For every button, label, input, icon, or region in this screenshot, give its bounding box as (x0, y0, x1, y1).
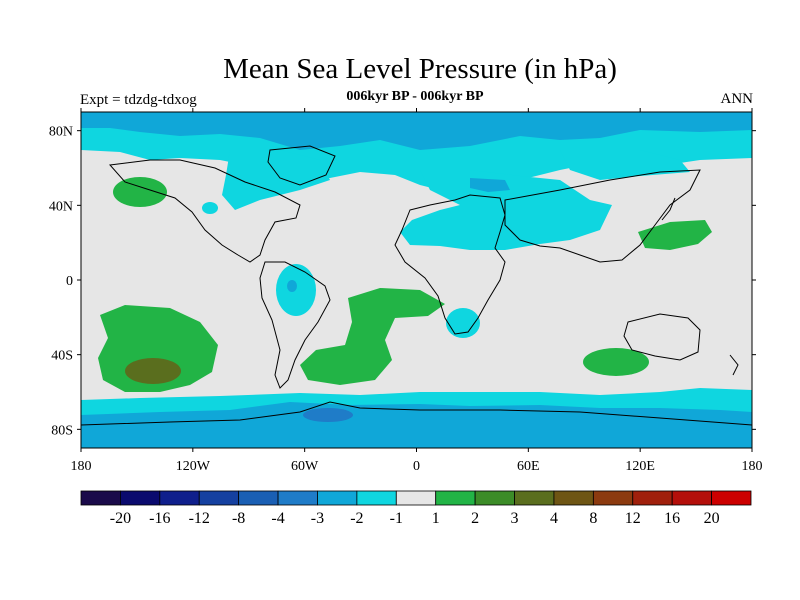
lon-tick-label: 180 (742, 459, 763, 474)
scandinavia-deeper-patch (470, 178, 510, 192)
lon-tick-label: 180 (71, 459, 92, 474)
lat-tick-label: 80S (51, 423, 73, 438)
south-america-coast (259, 261, 331, 389)
colorbar-label: 3 (511, 510, 519, 527)
colorbar-swatch (632, 490, 673, 506)
north-america-coast (108, 159, 301, 263)
southern-ocean-deeper-band (81, 402, 752, 448)
latitude-axis: 80N 40N 0 40S 80S (49, 125, 756, 438)
antarctic-strong-negative (303, 408, 353, 422)
colorbar-label: 2 (471, 510, 479, 527)
colorbar-label: -12 (189, 510, 210, 527)
japan-coast (661, 197, 676, 221)
greenland-negative-region (222, 150, 330, 210)
colorbar-label: -1 (390, 510, 403, 527)
lat-tick-label: 0 (66, 274, 73, 289)
colorbar-label: -2 (350, 510, 363, 527)
south-pacific-strong-positive (125, 358, 181, 384)
coastlines (81, 145, 752, 426)
colorbar-swatch (553, 490, 594, 506)
lon-tick-label: 60E (517, 459, 540, 474)
plot-subtitle: 006kyr BP - 006kyr BP (346, 89, 484, 104)
amazon-deeper-patch (287, 280, 297, 292)
colorbar-swatch (356, 490, 397, 506)
colorbar-label: 8 (589, 510, 597, 527)
longitude-axis: 180 120W 60W 0 60E 120E 180 (71, 108, 763, 474)
indian-ocean-positive-patch (583, 348, 649, 376)
antarctica-coast (81, 401, 752, 426)
colorbar-swatch (80, 490, 121, 506)
colorbar-label: -8 (232, 510, 245, 527)
colorbar-label: 1 (432, 510, 440, 527)
colorbar-swatch (198, 490, 240, 506)
experiment-label: Expt = tdzdg-tdxog (80, 92, 197, 108)
lon-tick-label: 0 (413, 459, 420, 474)
lat-tick-label: 40N (49, 199, 73, 214)
lat-tick-label: 40S (51, 349, 73, 364)
colorbar-swatch (711, 490, 752, 506)
colorbar-label: -20 (110, 510, 131, 527)
south-atlantic-positive-region (300, 288, 445, 385)
colorbar-swatch (435, 490, 476, 506)
colorbar: -20 -16 -12 -8 -4 -3 -2 -1 1 2 3 4 8 12 16 20 (80, 490, 752, 527)
season-label: ANN (720, 91, 754, 107)
colorbar-swatch (317, 490, 358, 506)
colorbar-swatch (277, 490, 318, 506)
colorbar-label: 20 (704, 510, 720, 527)
colorbar-label: 4 (550, 510, 558, 527)
amazon-negative-patch (276, 264, 316, 316)
colorbar-label: -16 (149, 510, 170, 527)
colorbar-swatch (395, 490, 437, 506)
colorbar-swatch (514, 490, 555, 506)
australia-coast (623, 313, 701, 361)
arctic-deeper-region (81, 112, 752, 150)
southern-africa-negative-patch (446, 308, 480, 338)
map-field (81, 112, 752, 448)
colorbar-swatch (592, 490, 634, 506)
colorbar-swatch (474, 490, 515, 506)
north-pacific-positive-patch (113, 177, 167, 207)
colorbar-swatch (159, 490, 200, 506)
plot-title: Mean Sea Level Pressure (in hPa) (223, 53, 617, 85)
lon-tick-label: 120W (176, 459, 211, 474)
colorbar-swatch (671, 490, 712, 506)
colorbar-swatch (120, 490, 161, 506)
west-pacific-positive-patch (638, 220, 712, 250)
colorbar-swatch (238, 490, 279, 506)
caribbean-negative-patch (202, 202, 218, 214)
lon-tick-label: 120E (625, 459, 655, 474)
lon-tick-label: 60W (291, 459, 319, 474)
colorbar-label: 12 (625, 510, 641, 527)
asia-coast (504, 169, 701, 263)
colorbar-label: 16 (664, 510, 680, 527)
new-zealand-coast (729, 354, 739, 376)
europe-africa-coast (394, 194, 506, 335)
colorbar-label: -3 (311, 510, 324, 527)
lat-tick-label: 80N (49, 125, 73, 140)
greenland-coast (267, 145, 336, 186)
colorbar-label: -4 (271, 510, 284, 527)
